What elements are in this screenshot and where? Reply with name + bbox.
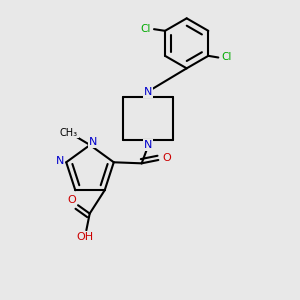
Text: N: N <box>143 140 152 150</box>
Text: Cl: Cl <box>140 24 151 34</box>
Text: N: N <box>88 137 97 147</box>
Text: N: N <box>56 156 64 166</box>
Text: CH₃: CH₃ <box>60 128 78 138</box>
Text: OH: OH <box>76 232 93 242</box>
Text: N: N <box>143 87 152 97</box>
Text: O: O <box>162 153 171 163</box>
Text: Cl: Cl <box>221 52 232 62</box>
Text: O: O <box>67 195 76 205</box>
